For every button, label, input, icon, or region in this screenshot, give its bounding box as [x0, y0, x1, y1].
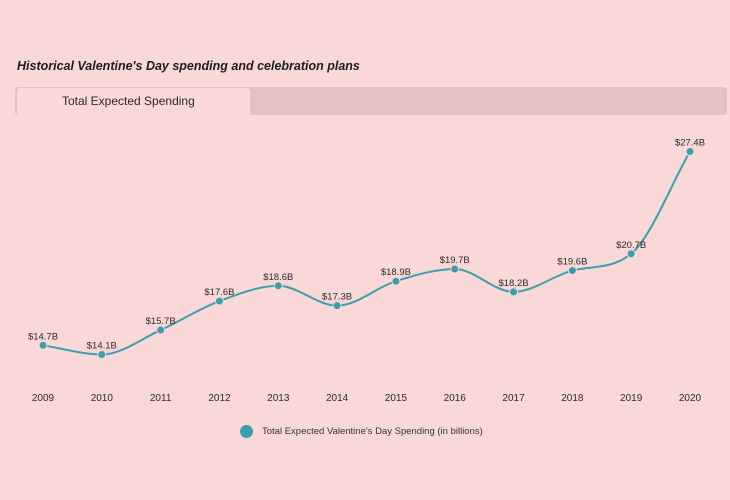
- data-point-2009[interactable]: [38, 340, 48, 350]
- data-point-2017[interactable]: [509, 287, 519, 297]
- data-point-2018[interactable]: [567, 266, 577, 276]
- data-point-2012[interactable]: [214, 296, 224, 306]
- data-label-2014: $17.3B: [322, 292, 352, 303]
- x-tick-2016: 2016: [444, 393, 467, 404]
- data-point-2015[interactable]: [391, 276, 401, 286]
- data-label-2009: $14.7B: [28, 331, 58, 342]
- data-label-2010: $14.1B: [87, 340, 117, 351]
- legend[interactable]: Total Expected Valentine's Day Spending …: [240, 424, 483, 438]
- data-label-2011: $15.7B: [146, 316, 176, 327]
- x-tick-2018: 2018: [561, 393, 584, 404]
- x-tick-2011: 2011: [150, 393, 172, 404]
- legend-marker: [240, 424, 253, 438]
- data-point-2013[interactable]: [273, 281, 283, 291]
- x-tick-2012: 2012: [208, 393, 231, 404]
- data-point-2010[interactable]: [97, 349, 107, 359]
- data-point-2014[interactable]: [332, 301, 342, 311]
- x-tick-2009: 2009: [32, 393, 55, 404]
- data-point-2019[interactable]: [626, 249, 636, 259]
- legend-label: Total Expected Valentine's Day Spending …: [262, 425, 483, 437]
- data-label-2018: $19.6B: [557, 257, 587, 268]
- data-point-2020[interactable]: [685, 147, 695, 157]
- data-label-2013: $18.6B: [263, 272, 293, 283]
- data-point-2016[interactable]: [450, 264, 460, 274]
- data-label-2016: $19.7B: [440, 255, 470, 266]
- data-label-2019: $20.7B: [616, 240, 646, 251]
- chart-title: Historical Valentine's Day spending and …: [17, 59, 360, 73]
- x-tick-2013: 2013: [267, 393, 290, 404]
- tab-total-expected-spending[interactable]: Total Expected Spending: [17, 88, 250, 115]
- data-label-2017: $18.2B: [498, 278, 528, 289]
- data-label-2012: $17.6B: [204, 287, 234, 298]
- tab-bar: Total Expected Spending: [15, 87, 727, 115]
- data-label-2015: $18.9B: [381, 267, 411, 278]
- x-tick-2017: 2017: [502, 393, 525, 404]
- x-tick-2015: 2015: [385, 393, 408, 404]
- series-line: [42, 151, 691, 356]
- x-tick-2019: 2019: [620, 393, 643, 404]
- data-label-2020: $27.4B: [675, 138, 705, 149]
- x-tick-2010: 2010: [91, 393, 114, 404]
- x-tick-2014: 2014: [326, 393, 349, 404]
- x-tick-2020: 2020: [679, 393, 702, 404]
- data-point-2011[interactable]: [156, 325, 166, 335]
